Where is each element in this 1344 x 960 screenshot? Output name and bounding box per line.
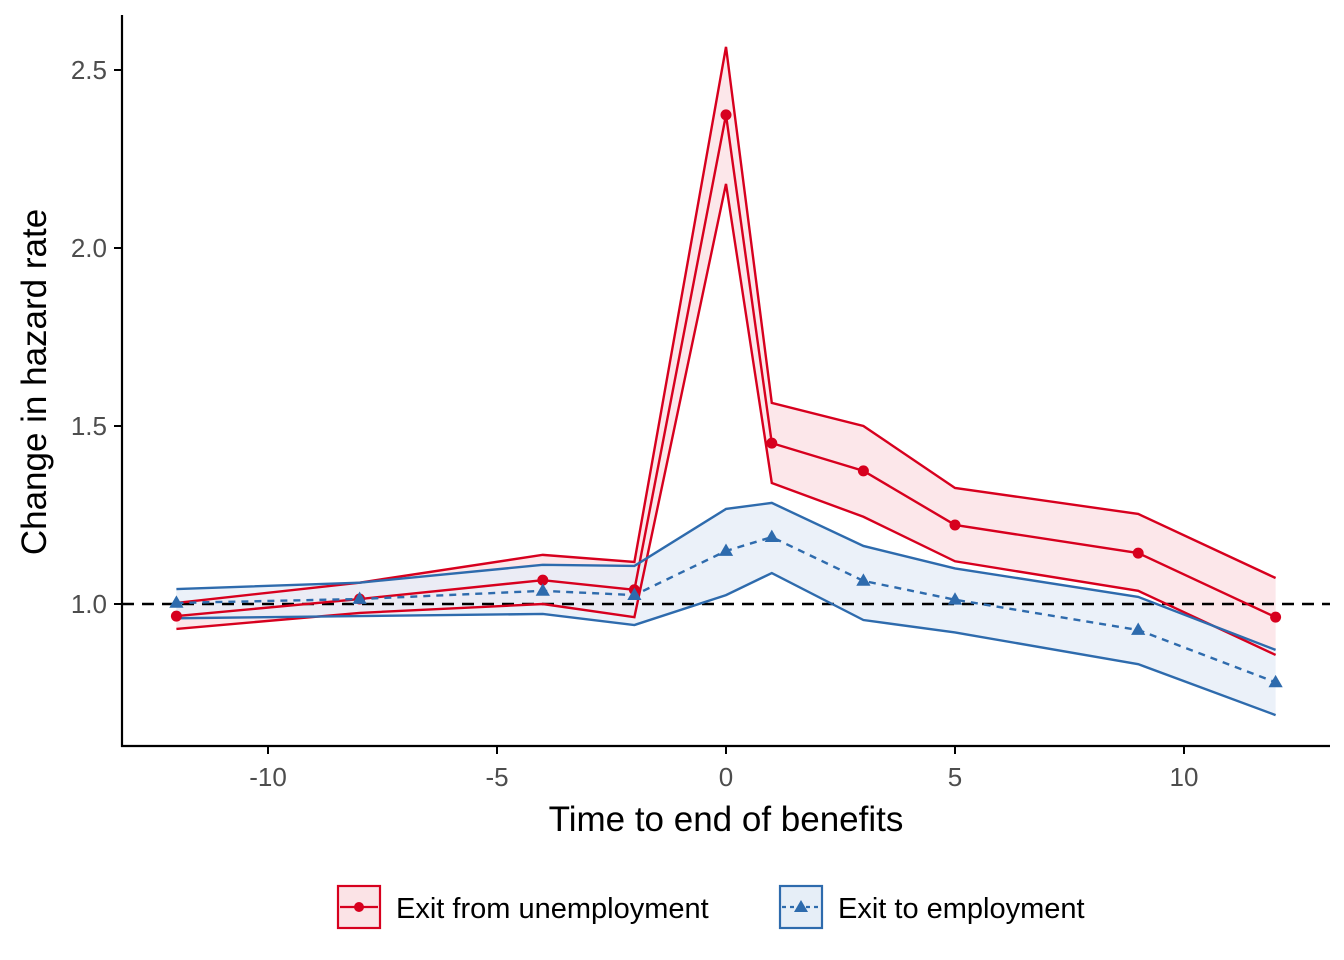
point-employment <box>1131 622 1146 635</box>
legend-marker-circle <box>354 902 364 912</box>
point-unemployment <box>720 109 732 121</box>
y-tick-label: 1.5 <box>71 411 107 441</box>
x-axis-title: Time to end of benefits <box>549 800 904 839</box>
point-employment <box>764 529 779 542</box>
point-employment <box>169 595 184 608</box>
point-unemployment <box>537 574 549 586</box>
ci-lower-employment <box>176 571 1277 717</box>
point-employment <box>1268 674 1283 688</box>
x-tick-label: 5 <box>948 762 962 792</box>
series-lines <box>176 46 1277 717</box>
legend-label-unemployment: Exit from unemployment <box>396 893 709 925</box>
point-unemployment <box>857 465 869 477</box>
ci-band-unemployment <box>176 46 1276 655</box>
line-unemployment <box>176 114 1277 619</box>
point-employment <box>352 591 367 604</box>
y-tick-label: 1.0 <box>71 589 107 619</box>
legend-marker-triangle <box>794 900 808 912</box>
legend-item-employment: Exit to employment <box>778 884 1085 930</box>
point-unemployment <box>170 610 182 622</box>
y-ticks: 1.0 1.5 2.0 2.5 <box>71 55 122 619</box>
point-employment <box>627 587 642 600</box>
legend: Exit from unemployment Exit to employmen… <box>336 884 1085 930</box>
y-tick-label: 2.0 <box>71 233 107 263</box>
point-unemployment <box>949 519 961 531</box>
y-tick-label: 2.5 <box>71 55 107 85</box>
point-employment <box>535 583 550 596</box>
point-unemployment <box>766 437 778 449</box>
point-employment <box>718 543 734 556</box>
x-tick-label: -5 <box>485 762 508 792</box>
ci-upper-employment <box>176 501 1277 652</box>
ci-upper-unemployment <box>176 46 1277 605</box>
legend-label-employment: Exit to employment <box>838 893 1085 925</box>
line-employment <box>176 535 1277 684</box>
x-ticks: -10 -5 0 5 10 <box>249 746 1198 792</box>
series-markers <box>169 109 1283 688</box>
x-tick-label: 0 <box>719 762 733 792</box>
x-tick-label: -10 <box>249 762 287 792</box>
y-axis-title: Change in hazard rate <box>15 209 54 555</box>
point-unemployment <box>1132 547 1144 559</box>
point-employment <box>947 592 963 605</box>
x-tick-label: 10 <box>1170 762 1199 792</box>
legend-item-unemployment: Exit from unemployment <box>336 884 709 930</box>
point-unemployment <box>1270 611 1282 623</box>
ci-lower-unemployment <box>176 183 1277 656</box>
point-employment <box>856 573 871 586</box>
